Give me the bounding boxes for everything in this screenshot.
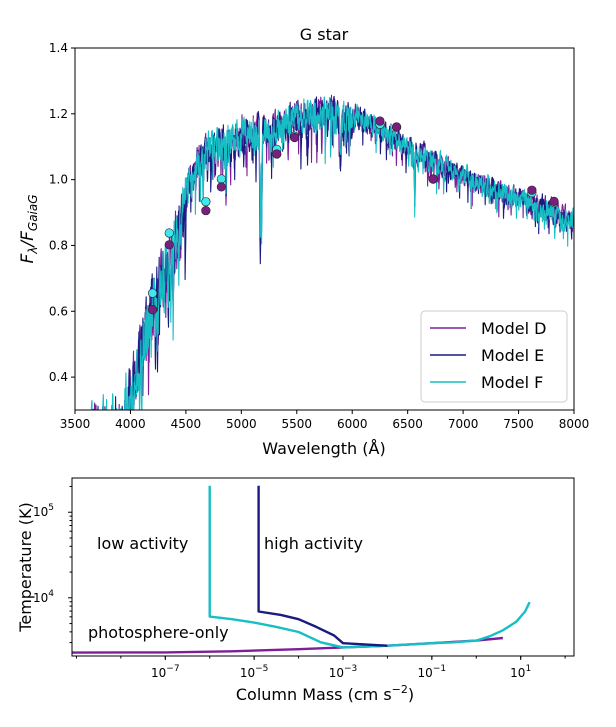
temperature-x-tick-label: 10−5 bbox=[240, 664, 269, 680]
photometry-point-model-f bbox=[148, 288, 158, 298]
spectrum-x-tick-label: 7500 bbox=[503, 417, 534, 431]
spectrum-x-tick-label: 8000 bbox=[559, 417, 590, 431]
spectrum-title: G star bbox=[300, 25, 349, 44]
temperature-x-tick-label: 101 bbox=[510, 664, 531, 680]
spectrum-x-tick-label: 4000 bbox=[115, 417, 146, 431]
photometry-points bbox=[148, 116, 559, 315]
photometry-point-model-e bbox=[201, 205, 211, 216]
legend-label-model-f: Model F bbox=[481, 373, 543, 392]
temperature-y-ticks: 104 105 bbox=[33, 485, 72, 644]
legend-label-model-d: Model D bbox=[481, 319, 546, 338]
temperature-series-high-activity bbox=[257, 485, 388, 647]
legend-box bbox=[420, 310, 568, 403]
spectrum-x-ticks: 3500 4000 4500 5000 5500 6000 6500 7000 7500 8000 bbox=[60, 410, 590, 431]
spectrum-chart: G star 3500 4000 4500 5000 5500 6000 6500 7000 7… bbox=[18, 25, 590, 458]
photometry-point-model-e bbox=[549, 196, 559, 206]
spectrum-series-group bbox=[90, 94, 574, 410]
spectrum-x-tick-label: 6500 bbox=[392, 417, 423, 431]
spectrum-x-tick-label: 3500 bbox=[60, 417, 91, 431]
photometry-point-model-f bbox=[164, 228, 174, 238]
photometry-point-model-e bbox=[527, 185, 537, 195]
spectrum-x-tick-label: 5500 bbox=[282, 417, 313, 431]
spectrum-y-axis-label: Fλ/FGaiaG bbox=[18, 194, 40, 263]
photometry-point-model-e bbox=[289, 132, 300, 143]
temperature-y-axis-label: Temperature (K) bbox=[16, 502, 35, 632]
temperature-x-tick-label: 10−3 bbox=[329, 664, 358, 680]
temperature-x-axis-label: Column Mass (cm s−2) bbox=[236, 683, 414, 704]
temperature-y-tick-label: 105 bbox=[33, 503, 54, 519]
photometry-point-model-e bbox=[148, 305, 158, 315]
spectrum-plot-frame bbox=[74, 47, 575, 411]
spectrum-x-tick-label: 7000 bbox=[448, 417, 479, 431]
legend-label-model-e: Model E bbox=[481, 346, 544, 365]
photometry-point-model-e bbox=[428, 174, 438, 184]
spectrum-y-tick-label: 1.0 bbox=[49, 173, 68, 187]
annotation-photosphere-only: photosphere-only bbox=[88, 623, 229, 642]
photometry-point-model-e bbox=[391, 122, 402, 132]
photometry-point-model-f bbox=[201, 197, 211, 207]
temperature-x-tick-label: 10−1 bbox=[418, 664, 447, 680]
spectrum-y-ticks: 0.4 0.6 0.8 1.0 1.2 1.4 bbox=[49, 41, 75, 384]
spectrum-series-model-f bbox=[90, 96, 574, 410]
temperature-x-ticks: 10−7 10−5 10−3 10−1 101 bbox=[75, 656, 566, 680]
spectrum-x-tick-label: 6000 bbox=[337, 417, 368, 431]
spectrum-legend: Model D Model E Model F bbox=[420, 310, 568, 403]
spectrum-y-tick-label: 1.2 bbox=[49, 107, 68, 121]
annotation-low-activity: low activity bbox=[97, 534, 188, 553]
photometry-point-model-e bbox=[216, 182, 226, 192]
photometry-point-model-e bbox=[272, 149, 282, 159]
spectrum-y-tick-label: 0.4 bbox=[49, 370, 68, 384]
photometry-point-model-e bbox=[164, 240, 174, 250]
photometry-point-model-e bbox=[375, 116, 385, 126]
temperature-plot-frame bbox=[71, 477, 575, 657]
spectrum-x-tick-label: 5000 bbox=[226, 417, 257, 431]
photometry-point-model-f bbox=[216, 174, 226, 184]
spectrum-x-axis-label: Wavelength (Å) bbox=[262, 439, 385, 458]
spectrum-x-tick-label: 4500 bbox=[171, 417, 202, 431]
temperature-y-tick-label: 104 bbox=[33, 589, 54, 605]
spectrum-y-tick-label: 0.8 bbox=[49, 238, 68, 252]
annotation-high-activity: high activity bbox=[264, 534, 363, 553]
temperature-x-tick-label: 10−7 bbox=[151, 664, 180, 680]
spectrum-y-tick-label: 0.6 bbox=[49, 304, 68, 318]
temperature-series-group bbox=[72, 485, 531, 654]
spectrum-y-tick-label: 1.4 bbox=[49, 41, 68, 55]
